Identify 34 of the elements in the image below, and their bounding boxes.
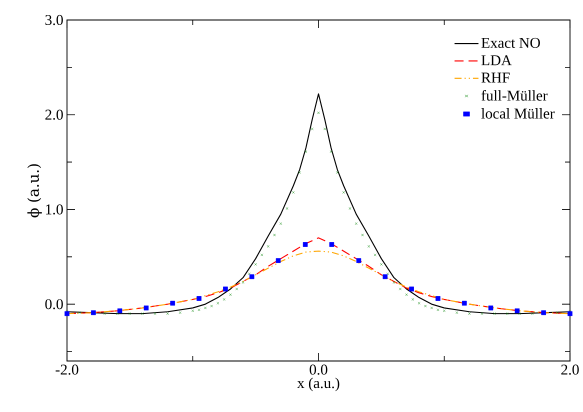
point xyxy=(170,300,176,306)
point xyxy=(409,286,414,292)
point xyxy=(436,296,440,301)
legend-label: Exact NO xyxy=(481,38,540,48)
legend-label: full-Müller xyxy=(481,90,548,101)
y-tick-label: 3.0 xyxy=(45,14,63,26)
legend-label: local Müller xyxy=(481,108,555,119)
point xyxy=(462,300,467,306)
point xyxy=(382,274,388,280)
point xyxy=(144,306,149,310)
y-tick-label: 1.0 xyxy=(46,204,63,215)
x-tick-label: -2.0 xyxy=(56,364,78,375)
x-tick-label: 2.0 xyxy=(561,364,579,375)
y-tick-label: 0.0 xyxy=(45,299,63,310)
point xyxy=(91,310,96,316)
legend-label: RHF xyxy=(481,72,510,82)
y-tick-label: 2.0 xyxy=(45,110,63,120)
legend-label: LDA xyxy=(481,55,512,66)
point xyxy=(196,296,202,301)
x-axis-title: x (a.u.) xyxy=(297,378,340,392)
point xyxy=(356,258,362,263)
point xyxy=(568,311,572,316)
point xyxy=(302,242,308,247)
point xyxy=(249,274,254,280)
x-tick-label: 0.0 xyxy=(310,364,328,375)
point xyxy=(223,286,228,292)
point xyxy=(329,242,334,247)
y-axis-title: ϕ (a.u.) xyxy=(27,164,42,218)
point xyxy=(488,306,494,310)
point xyxy=(276,258,281,263)
point xyxy=(541,310,546,316)
point xyxy=(117,308,122,314)
point xyxy=(64,311,70,316)
point xyxy=(514,308,520,314)
